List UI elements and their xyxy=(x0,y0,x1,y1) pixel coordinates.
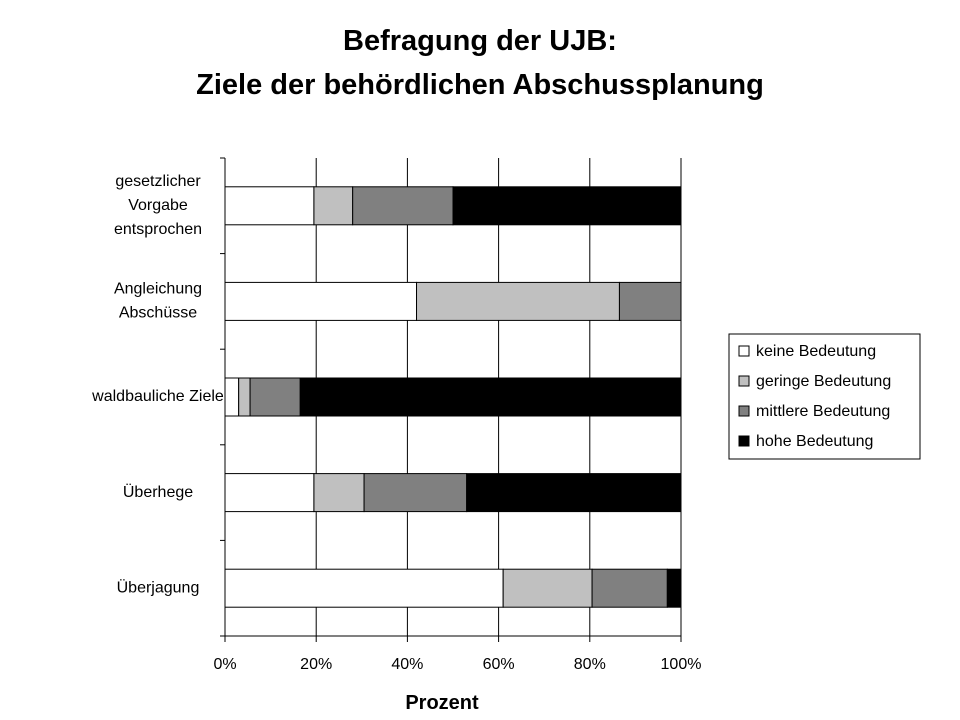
bar-segment xyxy=(249,377,301,417)
bar-segment xyxy=(363,473,468,513)
chart-title-line-1: Befragung der UJB: xyxy=(343,25,617,57)
legend-swatch xyxy=(738,375,750,387)
legend-swatch xyxy=(738,405,750,417)
category-label: Überhege xyxy=(123,483,193,501)
bar-segment xyxy=(591,568,668,608)
bar-segment xyxy=(416,281,620,321)
chart-title-line-2: Ziele der behördlichen Abschussplanung xyxy=(196,69,764,101)
legend-label: geringe Bedeutung xyxy=(756,373,891,390)
legend-swatch xyxy=(738,345,750,357)
bar-segment xyxy=(352,186,454,226)
category-label: waldbauliche Ziele xyxy=(91,388,224,405)
legend-box xyxy=(728,333,921,460)
x-tick-label: 20% xyxy=(300,656,332,673)
bar-segment xyxy=(224,281,418,321)
legend-label: keine Bedeutung xyxy=(756,343,876,360)
category-label: gesetzlicher xyxy=(115,173,201,190)
x-tick-label: 100% xyxy=(661,656,702,673)
bar-segment xyxy=(618,281,682,321)
bar-segment xyxy=(224,568,504,608)
bar-segment xyxy=(224,186,315,226)
category-label: Vorgabe xyxy=(128,197,188,214)
bar-segment xyxy=(224,473,315,513)
x-tick-label: 80% xyxy=(574,656,606,673)
legend-label: mittlere Bedeutung xyxy=(756,403,890,420)
legend-label: hohe Bedeutung xyxy=(756,433,873,450)
x-tick-label: 0% xyxy=(213,656,236,673)
category-label: entsprochen xyxy=(114,221,202,238)
x-tick-label: 40% xyxy=(391,656,423,673)
bar-segment xyxy=(313,186,354,226)
bar-segment xyxy=(313,473,365,513)
bar-segment xyxy=(299,377,682,417)
bar-segment xyxy=(224,377,240,417)
category-label: Überjagung xyxy=(117,578,200,596)
bar-segment xyxy=(452,186,682,226)
bar-segment xyxy=(466,473,682,513)
x-axis-title: Prozent xyxy=(405,692,479,714)
category-label: Abschüsse xyxy=(119,305,197,322)
bar-segment xyxy=(666,568,682,608)
bar-segment xyxy=(502,568,593,608)
category-label: Angleichung xyxy=(114,281,202,298)
x-tick-label: 60% xyxy=(483,656,515,673)
legend-swatch xyxy=(738,435,750,447)
bar-segment xyxy=(238,377,251,417)
